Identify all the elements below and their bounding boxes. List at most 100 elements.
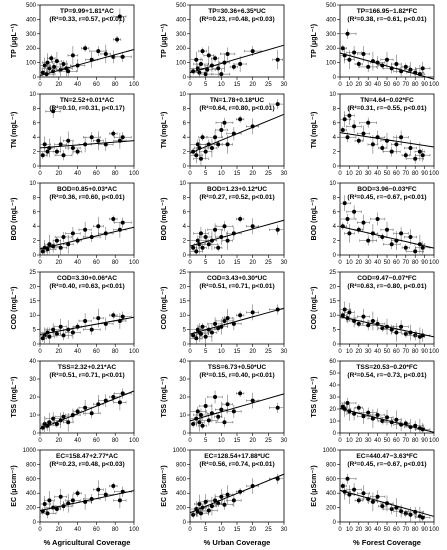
x-tick-label: 0	[338, 438, 342, 444]
y-tick-label: 0	[33, 253, 37, 259]
y-tick-label: 200	[326, 46, 337, 52]
x-tick-label: 100	[429, 260, 440, 266]
x-tick-label: 25	[265, 82, 272, 88]
x-tick-label: 90	[421, 171, 428, 177]
y-tick-label: 6	[33, 210, 37, 216]
x-tick-label: 15	[234, 438, 241, 444]
data-point	[352, 411, 357, 416]
data-point	[219, 128, 224, 132]
y-tick-label: 8	[33, 106, 37, 112]
data-point	[250, 224, 255, 229]
data-point	[389, 242, 394, 247]
data-point	[352, 124, 357, 129]
x-tick-label: 60	[93, 260, 100, 266]
y-tick-label: 40	[29, 359, 36, 365]
data-point	[380, 146, 385, 150]
x-tick-label: 0	[38, 349, 42, 355]
data-point	[54, 507, 59, 512]
x-tick-label: 10	[218, 171, 225, 177]
data-point	[52, 64, 57, 69]
data-point	[275, 57, 280, 62]
data-point	[42, 502, 47, 506]
x-tick-label: 20	[55, 260, 62, 266]
regression-stats: (R²=0.45, r=−0.67, p<0.01)	[347, 461, 426, 468]
data-point	[403, 153, 408, 158]
x-tick-label: 60	[393, 527, 400, 533]
data-point	[408, 235, 413, 239]
regression-equation: COD=9.47−0.07*FC	[357, 275, 417, 282]
data-point	[275, 227, 280, 232]
data-point	[347, 310, 352, 315]
x-tick-label: 10	[218, 349, 225, 355]
data-point	[225, 51, 230, 56]
data-point	[231, 64, 236, 69]
data-point	[356, 405, 361, 410]
x-tick-label: 80	[412, 438, 419, 444]
data-point	[399, 509, 404, 514]
data-point	[198, 511, 203, 516]
data-point	[352, 50, 357, 55]
data-point	[42, 333, 47, 338]
x-tick-label: 100	[429, 82, 440, 88]
y-tick-label: 2	[183, 239, 187, 245]
x-tick-label: 25	[265, 260, 272, 266]
y-tick-label: 10	[179, 92, 186, 98]
data-point	[206, 53, 211, 58]
y-tick-label: 20	[329, 284, 336, 290]
x-tick-label: 40	[74, 527, 81, 533]
y-axis-label: TSS (mgL⁻¹)	[11, 376, 18, 417]
data-point	[417, 149, 422, 154]
regression-equation: TP=9.99+1.81*AC	[60, 8, 114, 15]
data-point	[209, 504, 214, 509]
data-point	[361, 51, 366, 56]
y-tick-label: 5	[33, 328, 37, 334]
data-point	[361, 414, 366, 419]
data-point	[96, 138, 101, 143]
x-tick-label: 70	[402, 171, 409, 177]
data-point	[225, 316, 230, 321]
y-tick-label: 0	[333, 164, 337, 170]
data-point	[366, 323, 371, 328]
x-tick-label: 60	[393, 349, 400, 355]
y-tick-label: 0	[183, 253, 187, 259]
scatter-panel: 0 5 10 15 20 25 0 20 40 60 80 100 COD (mgL⁻¹) COD=3.3…	[11, 270, 140, 355]
x-tick-label: 80	[412, 260, 419, 266]
data-point	[96, 224, 101, 229]
y-axis-label: TN (mgL⁻¹)	[161, 112, 168, 149]
x-tick-label: 100	[429, 349, 440, 355]
data-point	[54, 422, 59, 426]
x-tick-label: 0	[38, 438, 42, 444]
x-tick-label: 50	[384, 82, 391, 88]
y-tick-label: 20	[29, 284, 36, 290]
data-point	[238, 313, 243, 318]
data-point	[120, 135, 125, 140]
data-point	[219, 407, 224, 412]
data-point	[197, 502, 202, 506]
data-point	[420, 245, 425, 250]
data-point	[347, 231, 352, 236]
data-point	[58, 142, 63, 147]
data-point	[340, 313, 345, 318]
x-tick-label: 0	[338, 82, 342, 88]
y-tick-label: 6	[33, 121, 37, 127]
x-tick-label: 60	[393, 171, 400, 177]
regression-equation: COD=3.43+0.30*UC	[207, 275, 267, 282]
data-point	[238, 217, 243, 221]
data-point	[61, 153, 66, 158]
x-tick-label: 15	[234, 171, 241, 177]
y-tick-label: 2	[333, 150, 337, 156]
y-tick-label: 5	[183, 328, 187, 334]
data-point	[194, 153, 199, 158]
x-tick-label: 40	[74, 349, 81, 355]
data-point	[420, 153, 425, 158]
y-tick-label: 400	[26, 491, 37, 497]
regression-line	[339, 226, 435, 249]
data-point	[45, 60, 50, 65]
data-point	[222, 224, 227, 229]
data-point	[408, 67, 413, 72]
data-point	[83, 405, 88, 410]
x-tick-label: 40	[74, 260, 81, 266]
data-point	[47, 66, 52, 71]
data-point	[200, 135, 205, 140]
